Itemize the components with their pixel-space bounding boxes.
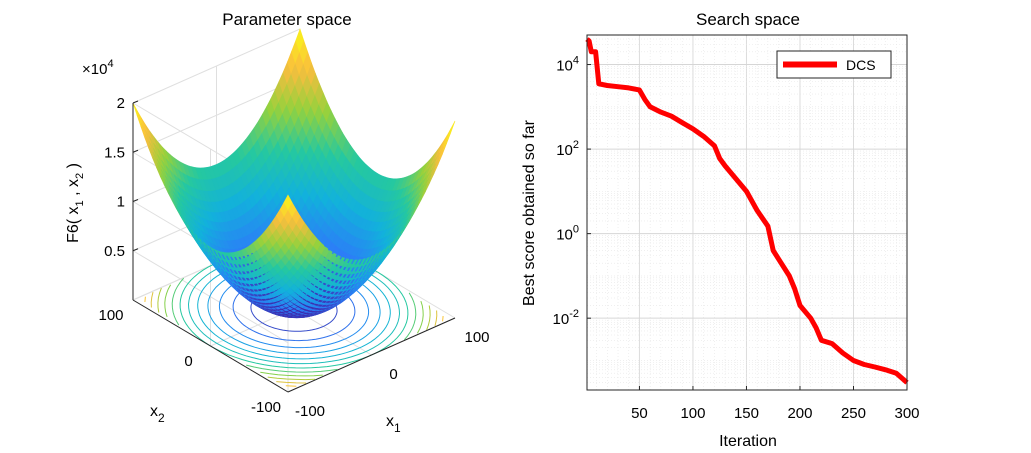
convergence-ylabel: Best score obtained so far	[521, 119, 538, 306]
x1-axis-line	[287, 317, 456, 393]
surface-zlabel: F6( x1 , x2 )	[65, 163, 86, 243]
surface-mesh	[132, 28, 456, 319]
z-tick	[132, 149, 139, 153]
y-tick-label: 104	[556, 55, 579, 75]
x2-tick-label: 100	[98, 307, 123, 324]
x1-tick-label: -100	[295, 403, 325, 420]
x2-tick-label: 0	[184, 353, 192, 370]
convergence-tick-labels: 50 100 150 200 250 300 104 102 100 10-2	[553, 55, 920, 422]
legend: DCS	[776, 50, 892, 79]
z-tick-label: 1	[117, 194, 125, 211]
surface-tick-labels: 0.5 1 1.5 2 -100 0 100 -100 0 100	[98, 95, 489, 420]
x1-tick-label: 0	[389, 366, 397, 383]
surface-x1-label: x1	[386, 413, 401, 435]
legend-label-dcs: DCS	[846, 57, 876, 73]
surface-title: Parameter space	[222, 10, 351, 29]
z-tick	[132, 248, 139, 252]
surface-x2-label: x2	[150, 403, 165, 425]
z-tick-label: 2	[117, 95, 125, 112]
x2-tick-label: -100	[251, 399, 281, 416]
x-tick-label: 100	[680, 405, 705, 422]
convergence-xlabel: Iteration	[719, 433, 777, 450]
x-tick-label: 250	[841, 405, 866, 422]
z-tick	[132, 100, 139, 104]
z-tick-label: 0.5	[104, 243, 125, 260]
x-tick-label: 200	[787, 405, 812, 422]
y-tick-label: 10-2	[553, 308, 579, 328]
series-group	[585, 37, 909, 385]
y-tick-label: 100	[556, 224, 579, 244]
x1-tick-label: 100	[464, 329, 489, 346]
surface-plot: 0.5 1 1.5 2 -100 0 100 -100 0 100 Parameter space…	[65, 10, 490, 435]
z-tick-label: 1.5	[104, 144, 125, 161]
convergence-plot: 50 100 150 200 250 300 104 102 100 10-2 Search sp…	[521, 10, 920, 450]
y-tick-label: 102	[556, 139, 579, 159]
convergence-title: Search space	[696, 10, 800, 29]
z-tick	[132, 199, 139, 202]
x-tick-label: 300	[894, 405, 919, 422]
z-multiplier-label: ×104	[82, 58, 114, 78]
axes-frame	[586, 34, 908, 391]
x-tick-label: 150	[734, 405, 759, 422]
x-tick-label: 50	[631, 405, 648, 422]
surface-facet	[446, 120, 456, 140]
x2-axis-line	[132, 299, 289, 393]
series-line-dcs	[585, 37, 909, 385]
